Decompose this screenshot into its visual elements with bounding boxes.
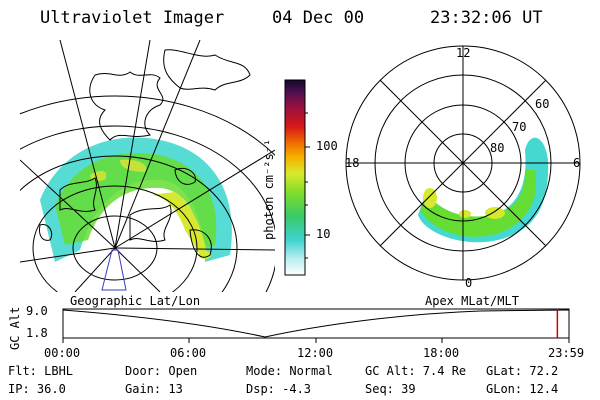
geo-caption: Geographic Lat/Lon	[70, 294, 201, 308]
polar-caption: Apex MLat/MLT	[425, 294, 519, 308]
status-seq: Seq: 39	[365, 382, 416, 396]
alt-xtick-1: 06:00	[170, 346, 207, 360]
time-label: 23:32:06 UT	[430, 8, 543, 28]
mlt-6-label: 6	[573, 156, 581, 170]
alt-xtick-2: 12:00	[297, 346, 334, 360]
colorbar-unit-label: photon cm⁻²s⁻¹	[262, 138, 276, 240]
lat-70-label: 70	[512, 120, 527, 134]
colorbar-tick-100: 100	[316, 139, 338, 153]
altitude-plot	[62, 308, 570, 343]
status-gain: Gain: 13	[125, 382, 183, 396]
status-ip: IP: 36.0	[8, 382, 66, 396]
alt-xtick-3: 18:00	[423, 346, 460, 360]
alt-y-top: 9.0	[26, 304, 48, 318]
aurora-polar	[418, 137, 549, 243]
lat-80-label: 80	[490, 141, 505, 155]
alt-xtick-4: 23:59	[548, 346, 585, 360]
status-door: Door: Open	[125, 364, 198, 378]
lat-60-label: 60	[535, 97, 550, 111]
alt-ylabel: GC Alt	[8, 306, 22, 350]
alt-y-bottom: 1.8	[26, 326, 48, 340]
polar-plot	[345, 45, 581, 281]
status-dsp: Dsp: -4.3	[246, 382, 312, 396]
status-glon: GLon: 12.4	[486, 382, 559, 396]
instrument-title: Ultraviolet Imager	[40, 8, 225, 28]
colorbar	[284, 79, 310, 276]
aurora-geo	[40, 137, 232, 262]
mlt-18-label: 18	[345, 156, 360, 170]
mlt-12-label: 12	[456, 46, 471, 60]
status-glat: GLat: 72.2	[486, 364, 559, 378]
geographic-map	[20, 40, 275, 292]
status-mode: Mode: Normal	[246, 364, 333, 378]
mlt-0-label: 0	[465, 276, 473, 290]
status-filter: Flt: LBHL	[8, 364, 74, 378]
colorbar-tick-10: 10	[316, 227, 331, 241]
date-label: 04 Dec 00	[272, 8, 365, 28]
status-gc-alt: GC Alt: 7.4 Re	[365, 364, 467, 378]
alt-xtick-0: 00:00	[44, 346, 81, 360]
